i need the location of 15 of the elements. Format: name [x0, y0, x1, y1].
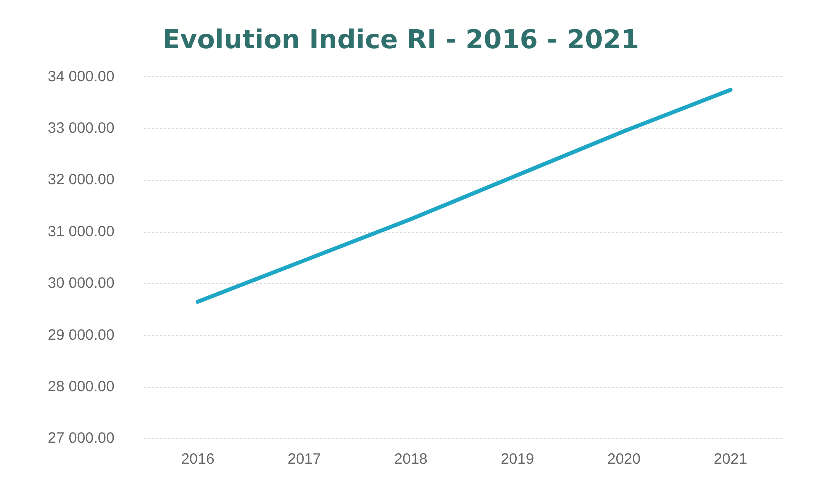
x-tick-label: 2016: [181, 451, 215, 468]
y-tick-label: 27 000.00: [48, 430, 115, 448]
x-tick-label: 2018: [394, 451, 428, 468]
x-tick-label: 2020: [607, 451, 641, 468]
x-tick-label: 2017: [288, 451, 322, 468]
y-tick-label: 29 000.00: [48, 326, 115, 344]
y-tick-label: 31 000.00: [48, 223, 115, 240]
y-tick-label: 28 000.00: [48, 378, 115, 396]
chart-title: Evolution Indice RI - 2016 - 2021: [162, 25, 640, 56]
y-tick-label: 30 000.00: [48, 275, 115, 292]
y-tick-label: 33 000.00: [48, 120, 115, 138]
x-tick-label: 2021: [714, 451, 748, 468]
y-tick-label: 32 000.00: [48, 172, 115, 189]
x-tick-label: 2019: [500, 451, 534, 468]
y-tick-label: 34 000.00: [48, 68, 115, 86]
